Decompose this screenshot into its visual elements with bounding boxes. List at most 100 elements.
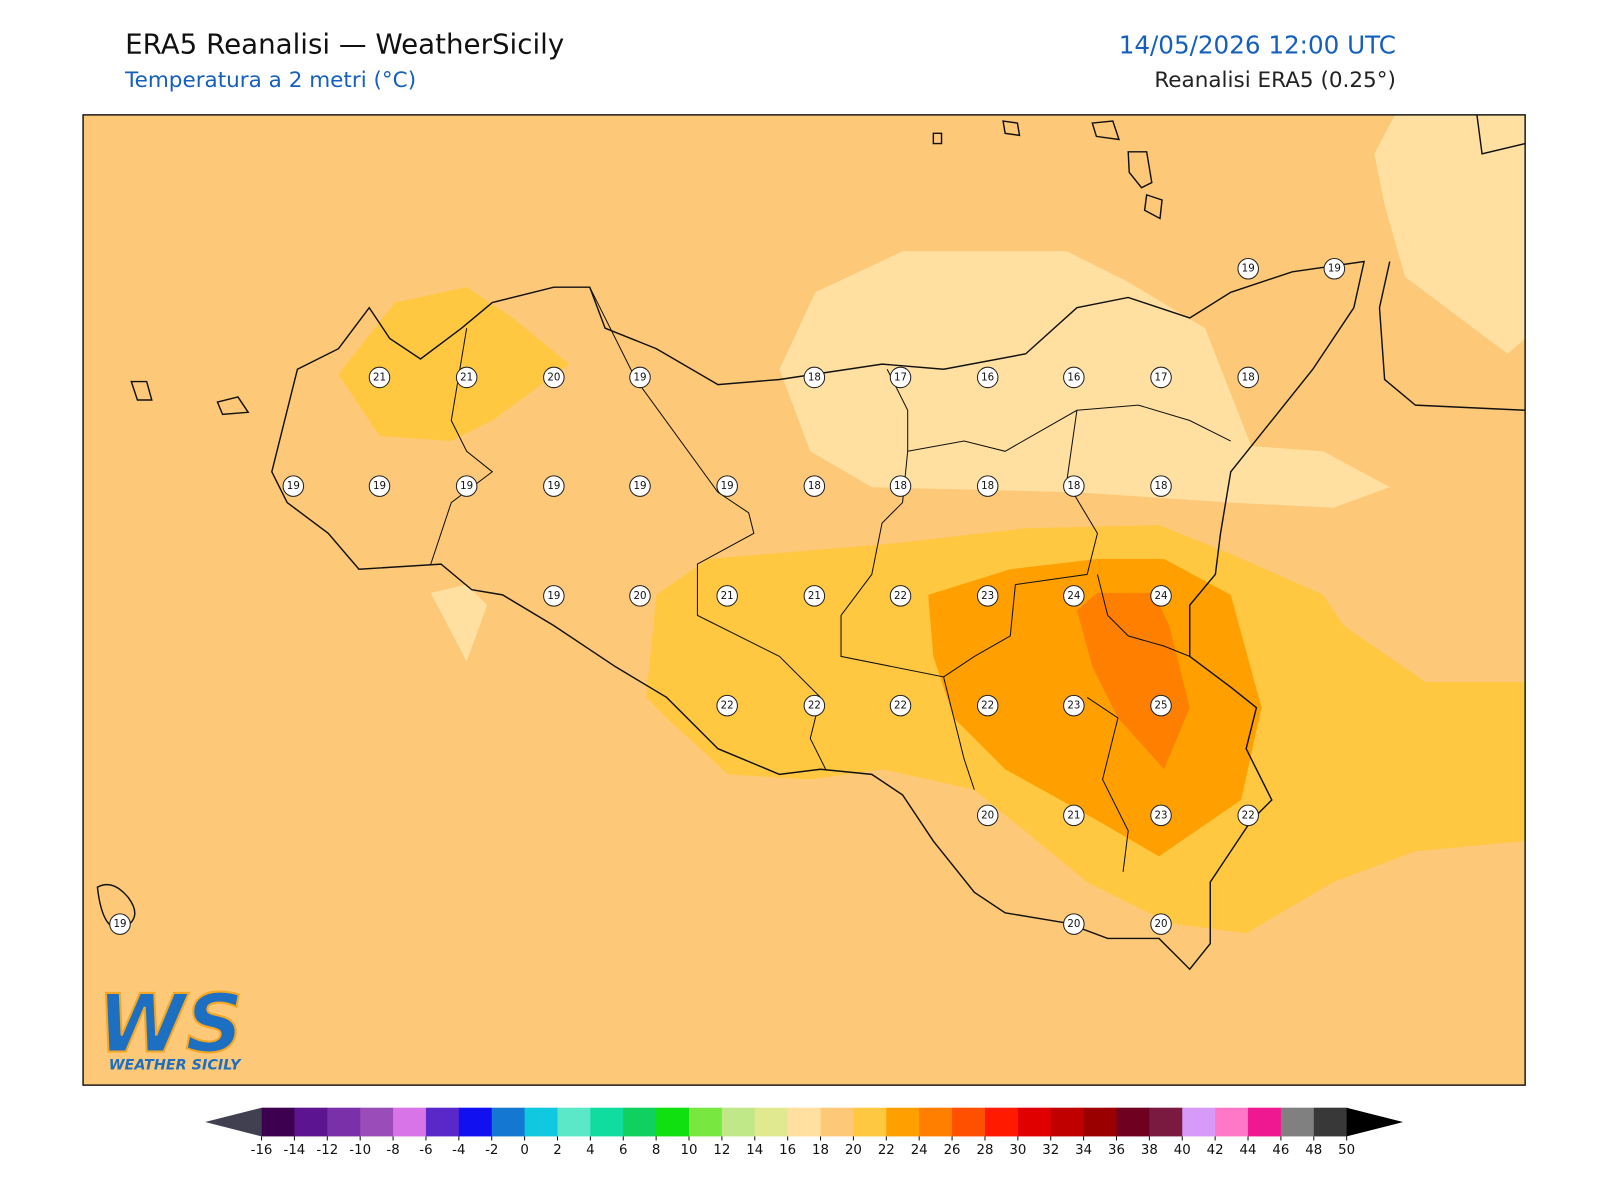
colorbar-bin (886, 1107, 920, 1137)
datetime: 14/05/2026 12:00 UTC (1119, 30, 1396, 59)
station-marker (889, 585, 912, 607)
station-marker (1063, 366, 1085, 389)
colorbar-bin (820, 1107, 854, 1137)
colorbar-bin (425, 1107, 460, 1137)
station: 24 (1063, 585, 1085, 607)
station-marker (1150, 475, 1172, 497)
colorbar-tick-label: -12 (316, 1143, 338, 1158)
colorbar-bin (853, 1107, 887, 1137)
station-marker (803, 585, 826, 607)
station-value: 19 (547, 590, 560, 602)
station-marker (1150, 585, 1172, 607)
colorbar-bin (1083, 1107, 1118, 1137)
shade (779, 251, 1390, 508)
station: 18 (976, 475, 999, 497)
station: 18 (1063, 475, 1085, 497)
station-value: 23 (981, 590, 994, 602)
station-marker (716, 694, 738, 717)
station: 18 (803, 475, 826, 497)
station-value: 18 (808, 371, 821, 383)
colorbar-tick-label: 14 (746, 1143, 763, 1158)
station: 19 (1323, 257, 1346, 280)
colorbar-bin (721, 1107, 756, 1137)
station: 19 (368, 475, 391, 497)
colorbar-bin (689, 1107, 723, 1137)
colorbar-bin (1280, 1107, 1315, 1137)
colorbar-tick-label: 40 (1174, 1143, 1191, 1158)
station: 22 (803, 694, 826, 717)
station-value: 22 (981, 700, 994, 712)
station-value: 18 (1067, 480, 1080, 492)
station: 16 (1063, 366, 1085, 389)
title: ERA5 Reanalisi — WeatherSicily (125, 27, 564, 60)
station: 18 (889, 475, 912, 497)
station-marker (1150, 366, 1172, 389)
station: 20 (1150, 913, 1172, 935)
map-frame (82, 114, 1526, 1086)
station: 19 (543, 475, 565, 497)
station: 20 (629, 585, 651, 607)
station-marker (1063, 804, 1085, 827)
station: 22 (1237, 804, 1259, 827)
station-value: 19 (287, 480, 300, 492)
logo: WS WEATHER SICILY (96, 976, 244, 1073)
station-value: 23 (1067, 700, 1080, 712)
station-value: 21 (373, 371, 386, 383)
station-value: 19 (113, 918, 126, 930)
station-value: 22 (721, 700, 734, 712)
station-value: 25 (1155, 700, 1168, 712)
station-value: 19 (373, 480, 386, 492)
colorbar-bin (1182, 1107, 1216, 1137)
station-marker (716, 585, 738, 607)
station-marker (976, 585, 999, 607)
shade (1076, 592, 1190, 770)
colorbar-bin (1313, 1107, 1348, 1137)
station: 21 (368, 366, 391, 389)
station-marker (1150, 694, 1172, 717)
station-marker (976, 366, 999, 389)
station: 18 (1150, 475, 1172, 497)
colorbar-bin (754, 1107, 789, 1137)
station: 18 (1237, 366, 1259, 389)
colorbar-bin (261, 1107, 295, 1137)
station-marker (368, 475, 391, 497)
station: 23 (1150, 804, 1172, 827)
station-marker (1063, 694, 1085, 717)
colorbar-bin (524, 1107, 558, 1137)
station-marker (543, 475, 565, 497)
stations: 21 21 20 19 18 17 16 16 17 18 19 19 19 19 19 19 19 19 18 18… (109, 257, 1346, 935)
station-value: 19 (1328, 263, 1341, 275)
station-value: 20 (1067, 918, 1080, 930)
station: 20 (976, 804, 999, 827)
station-value: 23 (1155, 809, 1168, 821)
station-value: 21 (721, 590, 734, 602)
station-marker (976, 475, 999, 497)
station-value: 17 (1155, 371, 1168, 383)
station-value: 19 (721, 480, 734, 492)
station-marker (455, 475, 478, 497)
station: 23 (1063, 694, 1085, 717)
colorbar-bin (787, 1107, 822, 1137)
station-value: 18 (981, 480, 994, 492)
station-marker (1237, 257, 1259, 280)
station-value: 20 (633, 590, 646, 602)
station: 21 (716, 585, 738, 607)
station-value: 20 (1155, 918, 1168, 930)
station: 16 (976, 366, 999, 389)
station-marker (282, 475, 305, 497)
colorbar-tick-label: -10 (349, 1143, 371, 1158)
station-value: 22 (1242, 809, 1255, 821)
station-marker (629, 585, 651, 607)
colorbar-bin (491, 1107, 526, 1137)
colorbar-tick-label: 48 (1305, 1143, 1322, 1158)
colorbar: -16 -14 -12 -10 -8 -6 -4 -2 0 2 4 6 8 10 12 14 16 18 20 22 2… (205, 1107, 1404, 1158)
station-marker (1150, 913, 1172, 935)
subtitle: Temperatura a 2 metri (°C) (124, 68, 416, 93)
colorbar-tick-label: -16 (251, 1143, 273, 1158)
station-marker (889, 694, 912, 717)
colorbar-bin (327, 1107, 361, 1137)
colorbar-tick-label: 28 (976, 1143, 993, 1158)
colorbar-tick-label: 50 (1338, 1143, 1355, 1158)
